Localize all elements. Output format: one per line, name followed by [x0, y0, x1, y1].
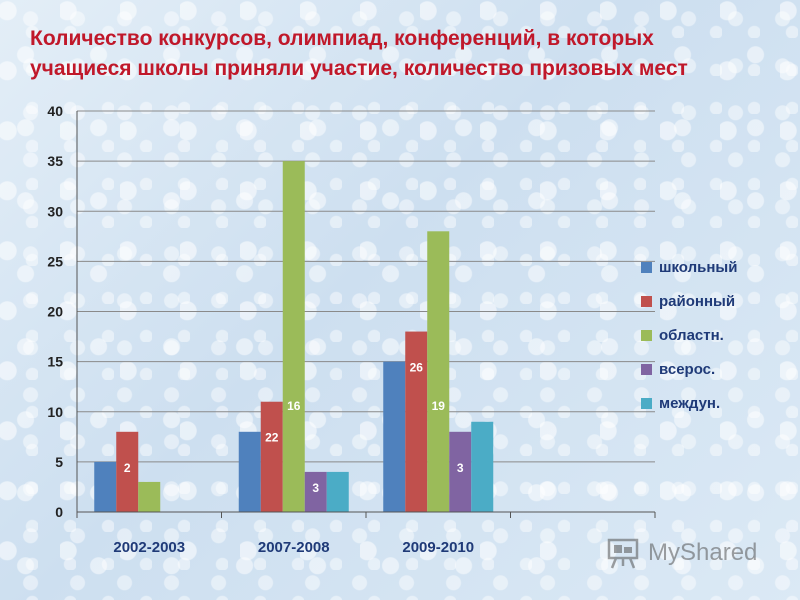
legend-entry: областн.	[659, 327, 724, 344]
chart-bars	[94, 161, 494, 513]
watermark: MyShared	[606, 536, 757, 570]
bar	[116, 431, 139, 512]
data-label: 16	[287, 399, 301, 413]
chart-axes: 0 5 10 15 20 25 30 35 40 2002-2003 2007-2008 2009-2…	[47, 103, 656, 556]
bar	[238, 431, 261, 512]
chart-title-line-2: учащиеся школы приняли участие, количест…	[30, 57, 688, 80]
chart-title: Количество конкурсов, олимпиад, конферен…	[30, 24, 770, 84]
legend-swatch	[641, 398, 652, 409]
chart-legend: школьный районный областн. всерос. междун.	[641, 259, 737, 412]
bar	[405, 331, 428, 512]
y-tick-label: 40	[47, 103, 63, 119]
data-label: 3	[312, 481, 319, 495]
data-label: 22	[265, 431, 279, 445]
bar	[304, 471, 327, 512]
bar	[94, 461, 117, 512]
data-label: 26	[410, 361, 424, 375]
bar	[138, 481, 161, 512]
bar	[326, 471, 349, 512]
legend-entry: школьный	[659, 259, 737, 276]
legend-swatch	[641, 364, 652, 375]
legend-swatch	[641, 296, 652, 307]
x-tick-label: 2009-2010	[402, 539, 474, 556]
presentation-board-icon	[607, 538, 639, 569]
data-label: 3	[457, 461, 464, 475]
bar	[282, 161, 305, 512]
y-tick-label: 15	[47, 354, 63, 370]
x-tick-label: 2007-2008	[258, 539, 330, 556]
bar	[427, 231, 450, 513]
legend-entry: междун.	[659, 395, 720, 412]
watermark-text: MyShared	[648, 539, 758, 566]
x-tick-label: 2002-2003	[113, 539, 185, 556]
legend-entry: районный	[659, 293, 735, 310]
y-tick-label: 10	[47, 404, 63, 420]
y-tick-label: 20	[47, 304, 63, 320]
bar	[260, 401, 283, 512]
data-label: 2	[124, 461, 131, 475]
chart-grid	[77, 110, 655, 513]
data-label: 19	[432, 399, 446, 413]
bar	[449, 431, 472, 512]
legend-entry: всерос.	[659, 361, 715, 378]
chart-title-line-1: Количество конкурсов, олимпиад, конферен…	[30, 27, 654, 50]
y-tick-label: 35	[47, 153, 63, 169]
bar	[471, 421, 494, 512]
legend-swatch	[641, 262, 652, 273]
legend-swatch	[641, 330, 652, 341]
y-tick-label: 0	[55, 504, 63, 520]
y-tick-label: 30	[47, 203, 63, 219]
bar	[383, 361, 406, 512]
y-tick-label: 25	[47, 253, 63, 269]
y-tick-label: 5	[55, 454, 63, 470]
